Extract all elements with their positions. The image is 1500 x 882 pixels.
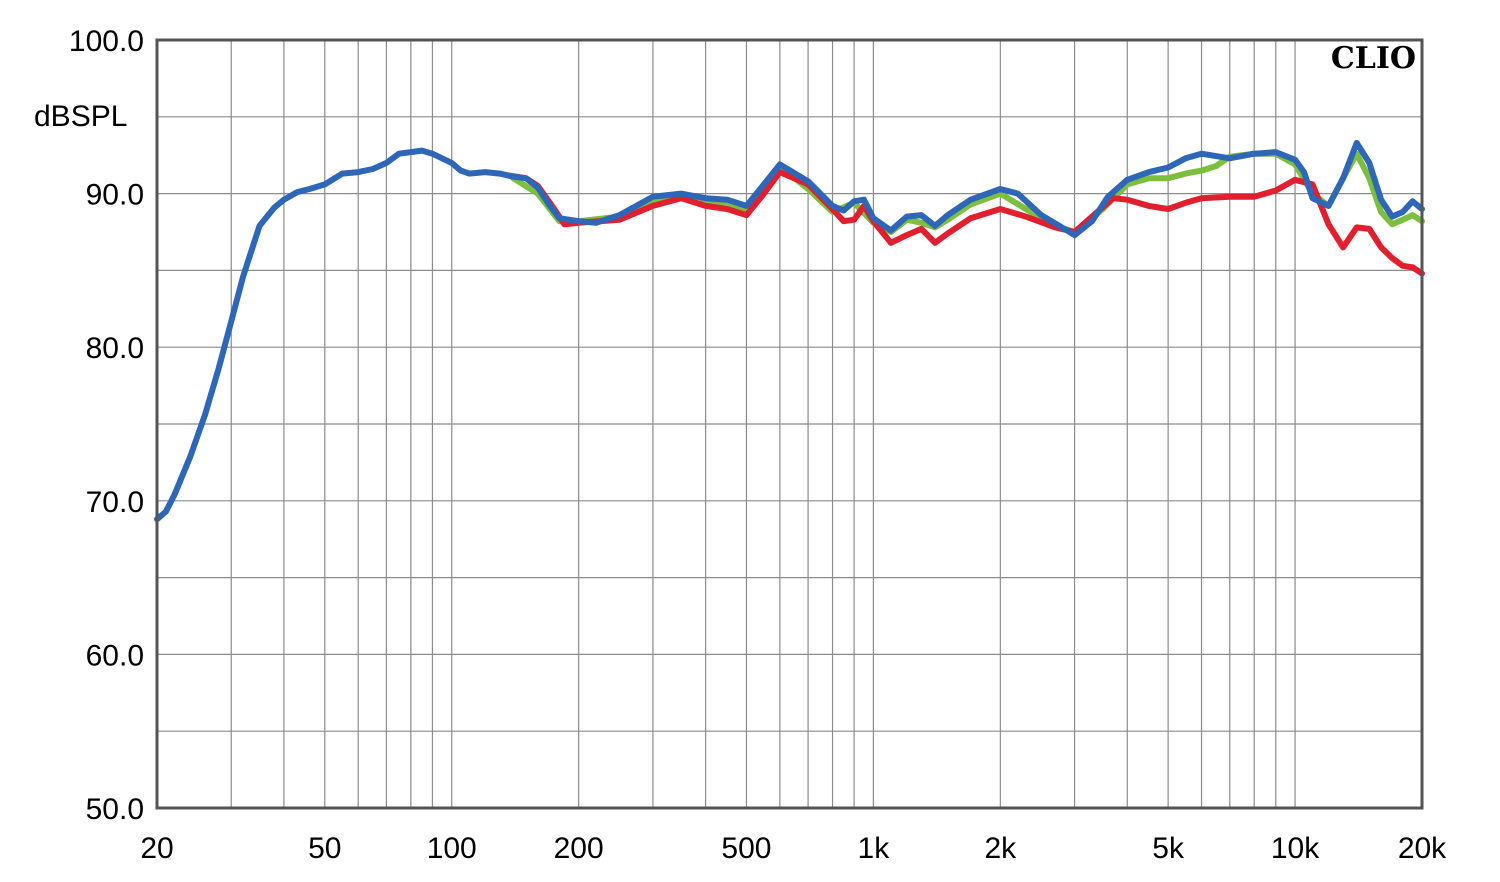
x-tick-label: 10k xyxy=(1271,832,1320,865)
y-tick-label: 70.0 xyxy=(86,486,144,519)
y-tick-labels: 100.0 90.0 80.0 70.0 60.0 50.0 xyxy=(69,25,144,826)
x-tick-label: 100 xyxy=(427,832,477,865)
y-tick-label: 90.0 xyxy=(86,179,144,212)
y-tick-label: 80.0 xyxy=(86,332,144,365)
x-tick-label: 20 xyxy=(140,832,173,865)
y-axis-label: dBSPL xyxy=(34,100,127,133)
x-tick-label: 2k xyxy=(984,832,1017,865)
x-tick-label: 50 xyxy=(308,832,341,865)
x-tick-label: 200 xyxy=(554,832,604,865)
x-tick-label: 20k xyxy=(1398,832,1447,865)
y-tick-label: 60.0 xyxy=(86,639,144,672)
series-line-3 xyxy=(154,139,1425,523)
x-tick-label: 1k xyxy=(858,832,891,865)
y-tick-label: 50.0 xyxy=(86,793,144,826)
x-tick-label: 5k xyxy=(1152,832,1185,865)
x-tick-label: 500 xyxy=(721,832,771,865)
series-group xyxy=(154,139,1425,523)
y-tick-label: 100.0 xyxy=(69,25,144,58)
plot-frame xyxy=(155,38,1424,810)
series-line-2 xyxy=(503,169,1425,277)
x-tick-labels: 20 50 100 200 500 1k 2k 5k 10k 20k xyxy=(140,832,1447,865)
clio-brand-label: CLIO xyxy=(1331,41,1416,76)
